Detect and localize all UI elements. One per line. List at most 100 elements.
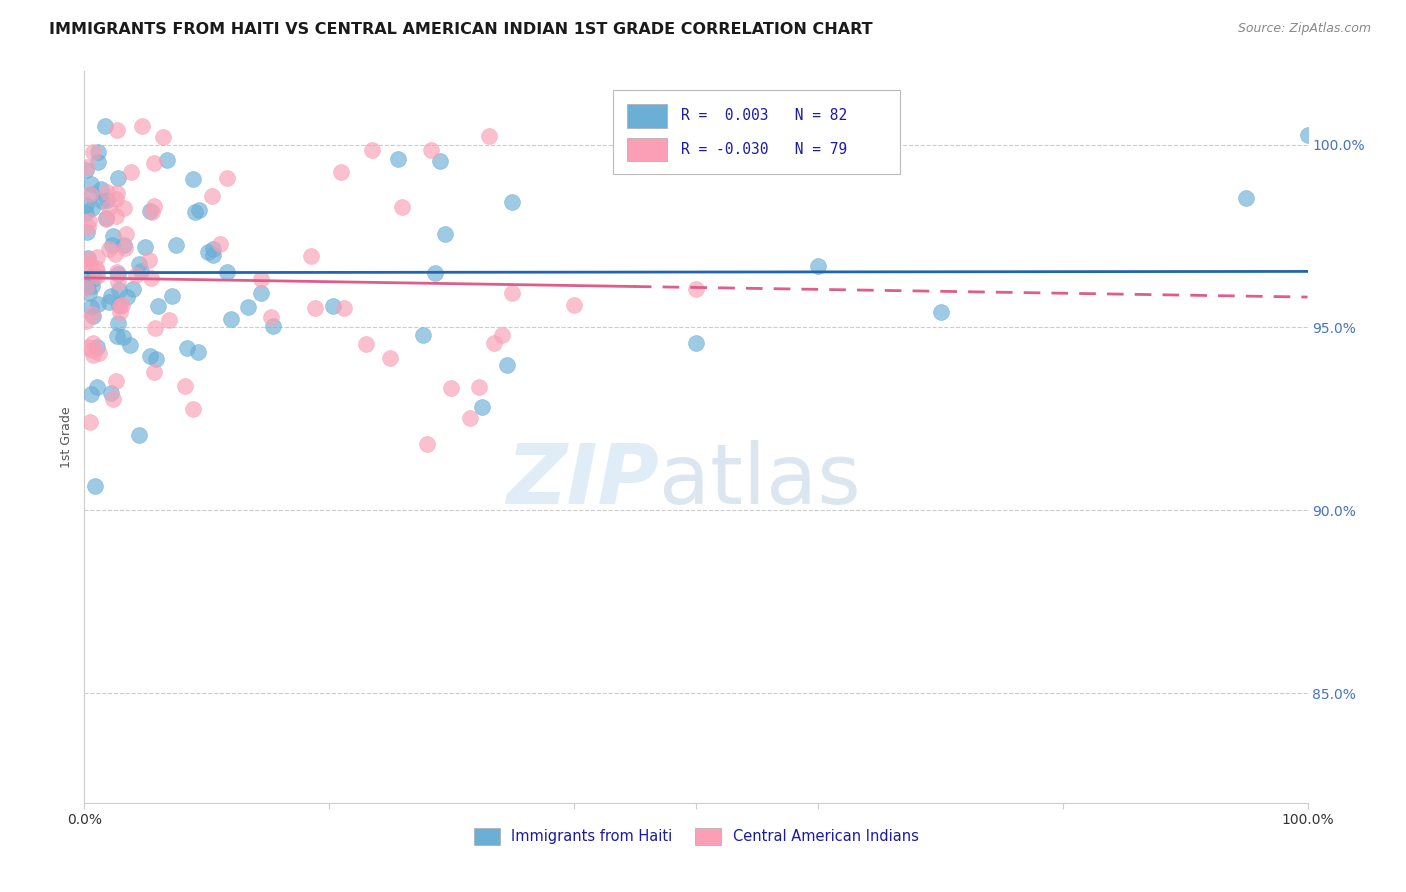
Point	[262, 318, 284, 333]
Point	[141, 205, 163, 219]
Point	[98, 201, 121, 215]
Point	[467, 380, 489, 394]
Point	[187, 203, 209, 218]
Point	[86, 251, 108, 265]
Point	[111, 298, 134, 312]
Point	[249, 286, 271, 301]
Point	[624, 153, 647, 168]
Point	[129, 264, 152, 278]
Point	[157, 313, 180, 327]
Text: R = -0.030   N = 79: R = -0.030 N = 79	[682, 142, 848, 157]
Point	[96, 193, 118, 207]
Text: atlas: atlas	[659, 441, 860, 522]
Point	[118, 338, 141, 352]
Point	[115, 227, 138, 242]
Point	[624, 128, 647, 143]
Point	[471, 400, 494, 414]
Point	[128, 257, 150, 271]
Point	[100, 238, 122, 252]
Point	[90, 194, 112, 208]
Point	[82, 309, 104, 323]
Point	[76, 225, 98, 239]
Point	[176, 342, 198, 356]
Point	[86, 340, 108, 354]
Point	[86, 145, 108, 160]
Point	[79, 387, 101, 401]
Point	[250, 272, 273, 286]
Point	[75, 198, 97, 212]
Point	[219, 311, 242, 326]
Point	[110, 299, 132, 313]
Point	[86, 379, 108, 393]
Point	[143, 320, 166, 334]
Point	[419, 143, 441, 157]
Legend: Immigrants from Haiti, Central American Indians: Immigrants from Haiti, Central American …	[468, 822, 924, 850]
Point	[201, 248, 224, 262]
Point	[76, 252, 98, 267]
Point	[76, 340, 98, 354]
Point	[79, 415, 101, 429]
Point	[96, 186, 118, 200]
Point	[77, 286, 100, 301]
Point	[103, 229, 125, 244]
Point	[162, 289, 184, 303]
Point	[502, 195, 524, 210]
Point	[82, 271, 104, 285]
Point	[105, 329, 128, 343]
Point	[201, 188, 224, 202]
Point	[80, 187, 103, 202]
Point	[184, 204, 207, 219]
Point	[87, 297, 110, 311]
Point	[94, 211, 117, 226]
Point	[423, 266, 446, 280]
Point	[458, 411, 481, 425]
Point	[86, 155, 108, 169]
Point	[90, 181, 112, 195]
Point	[1236, 191, 1258, 205]
Point	[125, 268, 148, 282]
Point	[139, 349, 162, 363]
Point	[112, 237, 135, 252]
Point	[79, 270, 101, 285]
Point	[139, 203, 162, 218]
Point	[260, 310, 283, 324]
Point	[416, 436, 439, 450]
Point	[79, 186, 101, 201]
Bar	[627, 104, 666, 128]
Point	[120, 164, 142, 178]
Point	[238, 301, 260, 315]
Point	[156, 153, 179, 167]
Point	[96, 211, 118, 226]
Point	[107, 267, 129, 281]
Point	[478, 128, 501, 143]
Point	[76, 160, 98, 174]
Text: IMMIGRANTS FROM HAITI VS CENTRAL AMERICAN INDIAN 1ST GRADE CORRELATION CHART: IMMIGRANTS FROM HAITI VS CENTRAL AMERICA…	[49, 22, 873, 37]
Point	[131, 120, 153, 134]
Point	[183, 172, 205, 186]
Point	[107, 275, 129, 289]
Point	[75, 281, 97, 295]
Point	[197, 244, 219, 259]
Point	[82, 145, 104, 160]
Point	[215, 171, 238, 186]
Point	[86, 269, 108, 284]
Point	[107, 283, 129, 297]
Point	[142, 199, 165, 213]
FancyBboxPatch shape	[613, 90, 900, 174]
Point	[80, 278, 103, 293]
Point	[209, 237, 232, 252]
Point	[112, 202, 135, 216]
Text: ZIP: ZIP	[506, 441, 659, 522]
Point	[82, 307, 104, 321]
Point	[82, 348, 104, 362]
Point	[84, 479, 107, 493]
Point	[107, 170, 129, 185]
Point	[89, 345, 111, 359]
Point	[217, 265, 239, 279]
Point	[75, 205, 97, 219]
Point	[100, 385, 122, 400]
Point	[138, 253, 160, 268]
Bar	[627, 138, 666, 161]
Point	[94, 120, 117, 134]
Point	[128, 428, 150, 442]
